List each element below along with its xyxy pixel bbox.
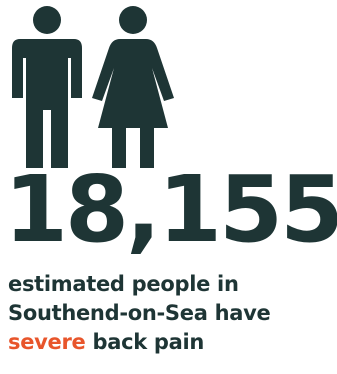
stat-value: 18,155 xyxy=(4,156,337,263)
caption-line-3: severe back pain xyxy=(8,328,333,357)
female-figure-icon xyxy=(92,6,174,168)
male-figure-icon xyxy=(12,6,82,168)
highlight-word: severe xyxy=(8,330,86,354)
caption-line-2: Southend-on-Sea have xyxy=(8,301,271,325)
caption-line-1: estimated people in xyxy=(8,272,239,296)
people-icons xyxy=(10,6,180,176)
caption-line-3-rest: back pain xyxy=(85,330,205,354)
stat-caption: estimated people in Southend-on-Sea have… xyxy=(8,270,333,357)
